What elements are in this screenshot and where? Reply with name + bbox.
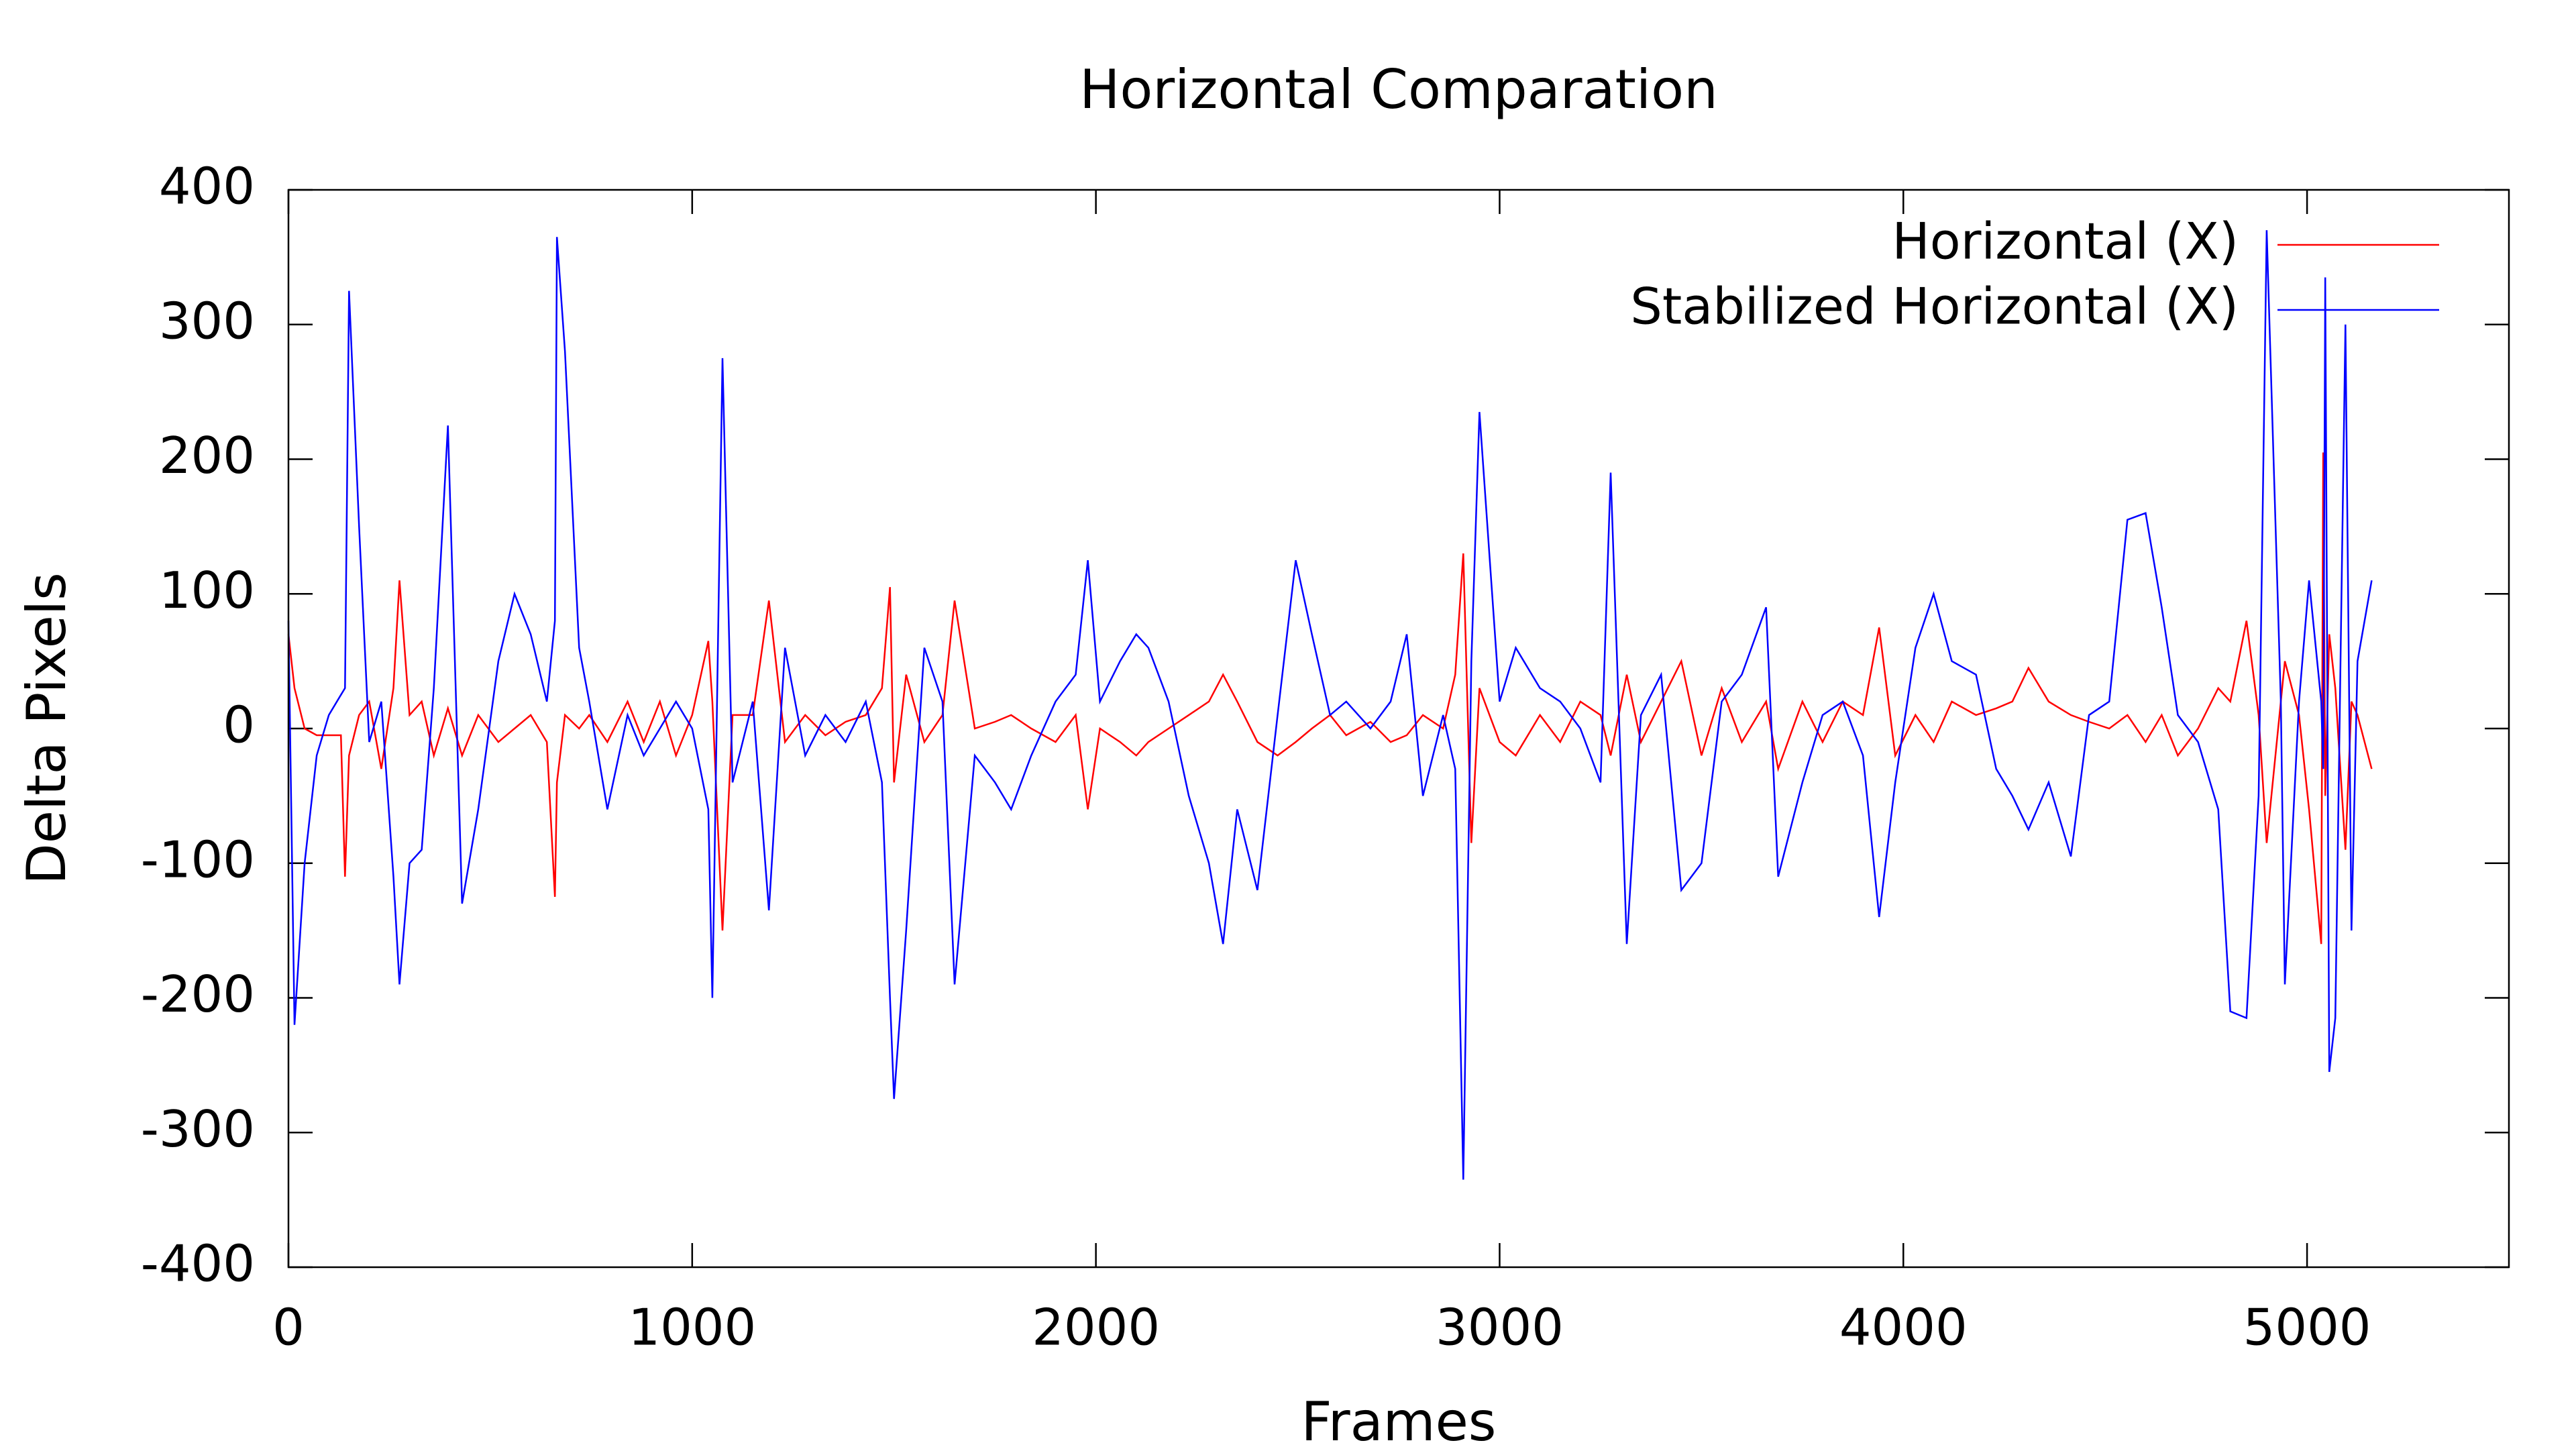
y-tick-label: -400 (141, 1234, 255, 1293)
legend-label: Horizontal (X) (1892, 212, 2239, 271)
data-line (287, 230, 2373, 1180)
x-tick-label: 1000 (628, 1298, 756, 1357)
y-axis-label: Delta Pixels (15, 572, 78, 885)
y-tick-label: -200 (141, 965, 255, 1024)
y-tick-label: -300 (141, 1099, 255, 1159)
y-tick-label: 200 (159, 426, 255, 485)
x-tick-label: 2000 (1032, 1298, 1160, 1357)
x-tick-label: 5000 (2243, 1298, 2371, 1357)
y-tick-label: 100 (159, 561, 255, 620)
chart-title: Horizontal Comparation (1079, 58, 1718, 121)
x-axis-label: Frames (1301, 1391, 1497, 1449)
y-tick-label: 0 (223, 696, 255, 755)
y-tick-label: -100 (141, 830, 255, 889)
plot-frame (287, 189, 2510, 1269)
y-tick-label: 400 (159, 157, 255, 216)
y-tick-label: 300 (159, 291, 255, 350)
data-line (287, 452, 2373, 945)
x-tick-label: 4000 (1839, 1298, 1968, 1357)
x-tick-label: 3000 (1436, 1298, 1564, 1357)
x-tick-label: 0 (272, 1298, 305, 1357)
legend-label: Stabilized Horizontal (X) (1630, 277, 2239, 336)
